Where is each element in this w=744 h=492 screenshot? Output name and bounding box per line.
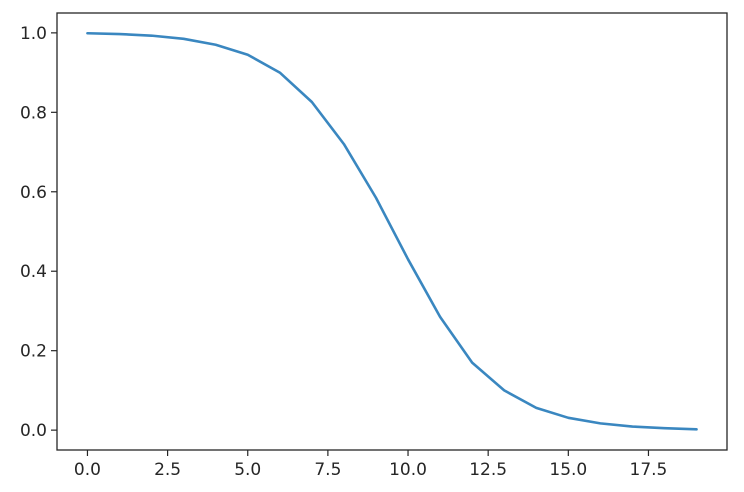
x-tick-label: 0.0 <box>74 460 101 480</box>
y-tick-label: 0.2 <box>20 342 47 362</box>
plot-area <box>57 13 727 450</box>
axes-frame <box>56 12 728 451</box>
series-layer <box>86 31 698 431</box>
x-tick-label: 2.5 <box>154 460 181 480</box>
x-axis-ticks: 0.0 2.5 5.0 7.5 10.0 12.5 15.0 17.5 <box>74 450 667 480</box>
y-tick-label: 0.4 <box>20 262 47 282</box>
y-axis-ticks: 0.0 0.2 0.4 0.6 0.8 1.0 <box>20 24 57 441</box>
x-tick-label: 15.0 <box>549 460 587 480</box>
series-line <box>86 31 698 431</box>
y-tick-label: 0.6 <box>20 183 47 203</box>
y-tick-label: 0.8 <box>20 103 47 123</box>
x-tick-label: 17.5 <box>630 460 668 480</box>
x-tick-label: 7.5 <box>314 460 341 480</box>
x-tick-label: 10.0 <box>389 460 427 480</box>
y-tick-label: 0.0 <box>20 421 47 441</box>
x-tick-label: 12.5 <box>469 460 507 480</box>
x-tick-label: 5.0 <box>234 460 261 480</box>
y-tick-label: 1.0 <box>20 24 47 44</box>
